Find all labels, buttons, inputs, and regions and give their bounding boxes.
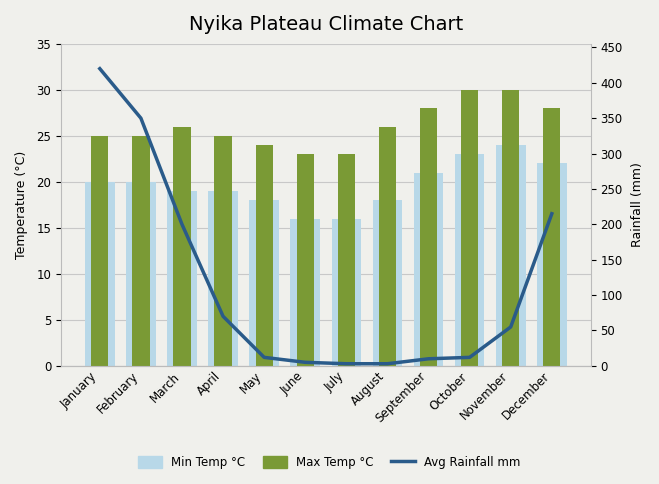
Avg Rainfall mm (343, 361, 351, 367)
Avg Rainfall mm (137, 115, 145, 121)
Line: Avg Rainfall mm: Avg Rainfall mm (100, 69, 552, 364)
Y-axis label: Temperature (°C): Temperature (°C) (15, 151, 28, 259)
Bar (167, 191, 197, 366)
Avg Rainfall mm (548, 211, 556, 217)
Bar (502, 90, 519, 366)
Bar (461, 90, 478, 366)
Bar (420, 108, 437, 366)
Bar (91, 136, 109, 366)
Avg Rainfall mm (178, 221, 186, 227)
Bar (173, 127, 190, 366)
Bar (291, 219, 320, 366)
Bar (132, 136, 150, 366)
Bar (379, 127, 396, 366)
Bar (256, 145, 273, 366)
Bar (455, 154, 484, 366)
Avg Rainfall mm (466, 354, 474, 360)
Bar (85, 182, 115, 366)
Bar (372, 200, 402, 366)
Y-axis label: Rainfall (mm): Rainfall (mm) (631, 163, 644, 247)
Bar (249, 200, 279, 366)
Avg Rainfall mm (96, 66, 103, 72)
Avg Rainfall mm (424, 356, 432, 362)
Bar (414, 173, 444, 366)
Title: Nyika Plateau Climate Chart: Nyika Plateau Climate Chart (188, 15, 463, 34)
Avg Rainfall mm (507, 324, 515, 330)
Bar (331, 219, 361, 366)
Bar (126, 182, 156, 366)
Bar (208, 191, 238, 366)
Bar (496, 145, 525, 366)
Bar (543, 108, 560, 366)
Avg Rainfall mm (219, 314, 227, 319)
Bar (337, 154, 355, 366)
Legend: Min Temp °C, Max Temp °C, Avg Rainfall mm: Min Temp °C, Max Temp °C, Avg Rainfall m… (134, 451, 525, 473)
Bar (537, 164, 567, 366)
Avg Rainfall mm (301, 360, 309, 365)
Avg Rainfall mm (260, 354, 268, 360)
Bar (214, 136, 232, 366)
Bar (297, 154, 314, 366)
Avg Rainfall mm (384, 361, 391, 367)
